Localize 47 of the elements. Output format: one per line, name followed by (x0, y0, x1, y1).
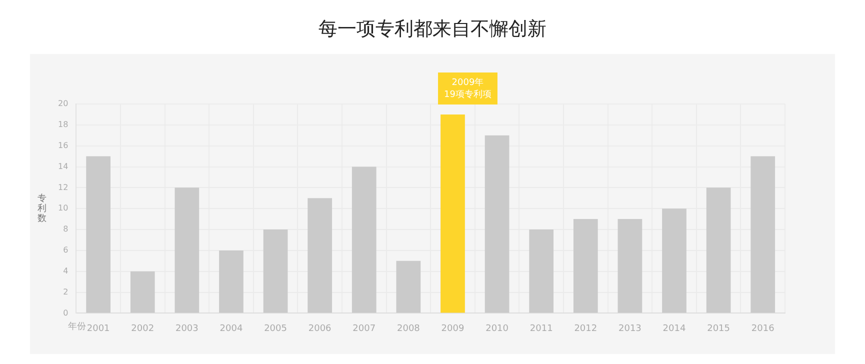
x-tick-label: 2006 (308, 324, 332, 334)
x-tick-label: 2016 (751, 324, 775, 334)
y-tick-label: 4 (63, 266, 68, 276)
y-tick-label: 10 (58, 204, 68, 213)
x-tick-label: 2008 (396, 324, 420, 334)
x-tick-label: 2001 (86, 324, 110, 334)
bar (308, 198, 332, 313)
bar (662, 208, 686, 313)
bar (573, 219, 598, 313)
x-tick-label: 2010 (486, 324, 509, 334)
x-tick-label: 2012 (574, 324, 598, 334)
x-tick-label: 2009 (441, 324, 464, 334)
x-tick-label: 2015 (707, 324, 730, 334)
y-tick-label: 20 (58, 99, 68, 108)
x-tick-label: 2013 (618, 324, 642, 334)
x-tick-label: 2003 (175, 324, 198, 334)
y-tick-label: 0 (63, 308, 68, 318)
y-axis-title: 专利数 (38, 192, 46, 224)
x-tick-label: 2007 (352, 324, 376, 334)
annotation: 2009年 19项专利项 (444, 76, 492, 100)
y-tick-label: 6 (63, 246, 68, 255)
y-tick-label: 8 (63, 224, 68, 234)
x-tick-label: 2002 (131, 324, 154, 334)
y-tick-label: 16 (58, 140, 68, 150)
bar (484, 135, 510, 313)
bar (263, 230, 288, 313)
x-tick-label: 2004 (220, 324, 243, 334)
bar (174, 188, 200, 313)
bar (750, 156, 776, 313)
bar (352, 166, 376, 313)
x-tick-label: 2014 (662, 324, 686, 334)
y-tick-label: 18 (58, 120, 68, 129)
bar (706, 188, 731, 313)
y-tick-label: 14 (58, 162, 68, 171)
x-tick-label: 2011 (530, 324, 553, 334)
bar (618, 219, 642, 313)
x-tick-label: 2005 (264, 324, 287, 334)
bar (396, 260, 421, 313)
bar (86, 156, 111, 313)
bar (440, 114, 465, 313)
chart-title: 每一项专利都来自不懈创新 (318, 17, 548, 42)
x-axis-title: 年份 (68, 321, 86, 332)
bar (529, 230, 554, 313)
y-tick-label: 2 (63, 287, 68, 296)
bar (130, 271, 155, 313)
y-tick-label: 12 (58, 182, 68, 192)
bar (219, 250, 244, 313)
